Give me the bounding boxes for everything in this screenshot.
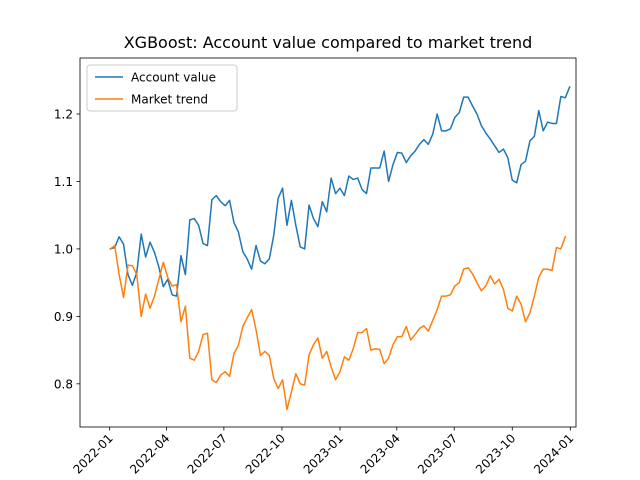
axes-frame	[79, 57, 577, 428]
legend-box	[86, 64, 238, 112]
legend-label-2: Market trend	[131, 93, 208, 107]
chart-title: XGBoost: Account value compared to marke…	[124, 33, 533, 52]
y-tick-label: 1.0	[54, 242, 73, 256]
series-line-1	[109, 86, 571, 297]
y-tick-label: 1.2	[54, 107, 73, 121]
legend-label-1: Account value	[131, 71, 216, 85]
series-line-2	[109, 235, 567, 411]
y-tick-label: 1.1	[54, 175, 73, 189]
y-tick-label: 0.9	[54, 310, 73, 324]
y-tick-label: 0.8	[54, 377, 73, 391]
